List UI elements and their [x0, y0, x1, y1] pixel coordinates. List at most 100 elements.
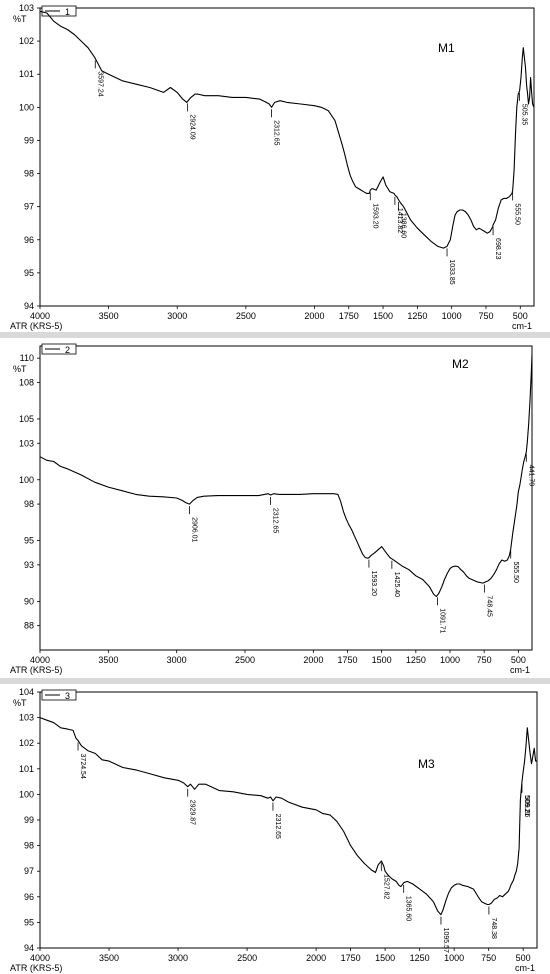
spectrum-panel-m3: 3 94 95 96 97 98 99 100 101 102 103 104 %T 4000 3500 30… [0, 684, 550, 974]
x-tick-label: 1250 [407, 311, 427, 321]
spectrum-line-m2 [39, 354, 533, 598]
peak-marker: 1386.60 [398, 201, 407, 238]
peak-label: 1527.82 [382, 874, 389, 899]
x-tick-label: 1250 [410, 953, 430, 963]
peak-label: 505.35 [521, 104, 528, 126]
peak-marker: 1095.57 [440, 916, 449, 953]
spectrum-panel-m2: 2 88 90 93 95 98 100 103 105 108 110 %T 4000 3500 3000… [0, 338, 550, 678]
y-axis-label: %T [13, 14, 27, 24]
y-tick-label: 95 [24, 917, 34, 927]
chart-title: M1 [438, 41, 455, 55]
x-tick-label: 3500 [99, 311, 119, 321]
y-tick-label: 104 [19, 687, 34, 697]
peak-marker: 1091.71 [437, 597, 445, 634]
y-tick-label: 102 [19, 738, 34, 748]
peak-marker: 2924.09 [187, 103, 196, 140]
peak-label: 509.21 [523, 795, 530, 817]
peak-marker: 748.38 [488, 906, 497, 939]
peak-marker: 1527.82 [380, 863, 389, 900]
peak-label: 1386.60 [400, 213, 407, 238]
peak-label: 1365.60 [405, 896, 412, 921]
y-tick-label: 97 [24, 866, 34, 876]
x-tick-label: 1000 [444, 953, 464, 963]
m3-spectrum-chart: 3 94 95 96 97 98 99 100 101 102 103 104%T 4000 3500 30… [10, 687, 538, 973]
x-tick-label: 3000 [167, 655, 187, 665]
x-axis-unit: cm-1 [510, 665, 530, 675]
x-tick-label: 4000 [30, 953, 50, 963]
peak-label: 2312.65 [274, 814, 281, 839]
x-tick-label: 2000 [306, 953, 326, 963]
peak-marker: 505.35 [519, 92, 528, 126]
y-tick-label: 100 [19, 102, 34, 112]
legend-entry: 1 [41, 5, 77, 17]
x-axis-label: ATR (KRS-5) [10, 963, 62, 973]
y-tick-label: 88 [24, 621, 34, 631]
y-tick-label: 93 [24, 560, 34, 570]
legend-entry: 2 [41, 343, 77, 355]
x-tick-label: 500 [511, 655, 526, 665]
x-tick-label: 1750 [337, 655, 357, 665]
peak-label: 1091.71 [438, 608, 445, 633]
spectrum-line-m1 [39, 10, 535, 249]
spectrum-panel-m1: 1 94 95 96 97 98 99 100 101 102 103 %T 4000 3500 3000 2… [0, 0, 550, 332]
peak-marker: 509.21 [521, 783, 530, 817]
peak-marker: 1033.85 [446, 248, 455, 285]
m1-spectrum-chart: 1 94 95 96 97 98 99 100 101 102 103%T 4000 3500 3000 2… [10, 3, 535, 331]
peak-label: 3724.54 [79, 754, 86, 779]
peak-label: 2924.09 [189, 114, 196, 139]
peak-marker: 1593.20 [369, 192, 378, 229]
legend-entry-label: 3 [65, 691, 70, 701]
y-tick-label: 100 [19, 789, 34, 799]
x-axis-unit: cm-1 [515, 963, 535, 973]
peak-label: 2929.87 [189, 800, 196, 825]
x-tick-label: 3000 [168, 953, 188, 963]
peak-marker: 2312.65 [272, 802, 281, 839]
peak-marker: 1413.82 [394, 196, 403, 233]
x-tick-label: 1750 [341, 953, 361, 963]
y-tick-label: 90 [24, 596, 34, 606]
x-tick-label: 1500 [373, 311, 393, 321]
chart-title: M2 [452, 357, 469, 371]
y-axis-label: %T [13, 698, 27, 708]
x-tick-label: 1500 [372, 655, 392, 665]
peak-marker: 2906.01 [189, 506, 198, 542]
peak-marker: 1425.40 [391, 560, 400, 597]
y-tick-label: 105 [19, 414, 34, 424]
peak-marker: 3724.54 [77, 742, 86, 779]
y-tick-label: 103 [19, 3, 34, 13]
peak-marker: 2312.65 [271, 109, 280, 146]
x-tick-label: 1750 [339, 311, 359, 321]
y-tick-label: 103 [19, 438, 34, 448]
peak-label: 1425.40 [393, 572, 400, 597]
y-tick-label: 97 [24, 202, 34, 212]
y-tick-label: 101 [19, 69, 34, 79]
x-tick-label: 750 [481, 953, 496, 963]
peak-marker: 698.23 [492, 227, 501, 260]
y-tick-label: 103 [19, 713, 34, 723]
y-tick-label: 102 [19, 36, 34, 46]
y-tick-label: 98 [24, 169, 34, 179]
peak-label: 555.50 [514, 203, 521, 225]
peak-label: 1033.85 [448, 259, 455, 284]
x-tick-label: 3000 [167, 311, 187, 321]
x-tick-label: 750 [477, 655, 492, 665]
x-axis-unit: cm-1 [512, 321, 532, 331]
x-tick-label: 1250 [406, 655, 426, 665]
peak-marker: 555.50 [510, 550, 519, 583]
peak-label: 2312.65 [272, 508, 279, 533]
y-tick-label: 110 [20, 353, 34, 363]
y-tick-label: 95 [24, 536, 34, 546]
x-tick-label: 4000 [30, 311, 50, 321]
y-tick-label: 96 [24, 892, 34, 902]
peak-marker: 1365.60 [403, 884, 412, 921]
y-tick-label: 98 [24, 499, 34, 509]
panel-divider [0, 332, 550, 338]
peak-marker: 748.45 [483, 584, 492, 617]
peak-label: 3597.24 [96, 71, 103, 96]
x-tick-label: 3500 [99, 953, 119, 963]
peak-label: 2906.01 [191, 517, 198, 542]
plot-frame [39, 7, 535, 307]
peak-marker: 2929.87 [187, 788, 196, 825]
x-tick-label: 750 [478, 311, 493, 321]
